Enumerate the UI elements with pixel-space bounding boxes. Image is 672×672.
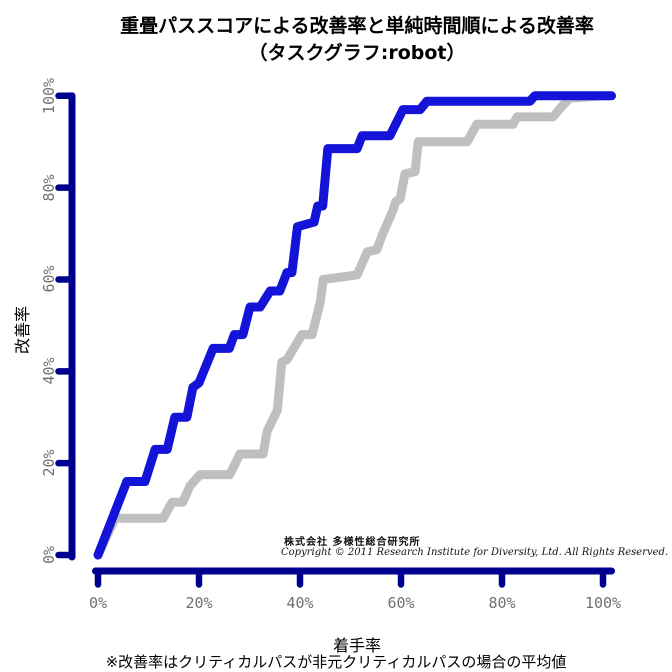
x-tick-label: 100% bbox=[584, 594, 622, 612]
y-tick-label: 60% bbox=[40, 265, 58, 294]
y-tick-label: 100% bbox=[40, 77, 58, 114]
y-tick-label: 40% bbox=[40, 357, 58, 385]
watermark-company: 株式会社 多様性総合研究所 bbox=[284, 537, 421, 548]
series-line-time-order bbox=[93, 91, 616, 560]
watermark-copyright: Copyright © 2011 Research Institute for … bbox=[281, 547, 669, 558]
footnote: ※改善率はクリティカルパスが非元クリティカルパスの場合の平均値 bbox=[105, 653, 567, 671]
x-axis-title: 着手率 bbox=[332, 636, 381, 655]
chart-title-line1: 重畳パススコアによる改善率と単純時間順による改善率 bbox=[120, 15, 594, 37]
x-tick-label: 20% bbox=[185, 594, 213, 612]
series-line-path-score bbox=[93, 91, 616, 560]
x-tick-label: 40% bbox=[286, 594, 314, 612]
y-tick-label: 20% bbox=[40, 449, 58, 477]
y-tick-label: 0% bbox=[40, 545, 58, 565]
y-tick-label: 80% bbox=[40, 174, 58, 202]
x-tick-label: 0% bbox=[88, 594, 108, 612]
x-tick-label: 60% bbox=[387, 594, 415, 612]
y-axis-title: 改善率 bbox=[13, 305, 32, 355]
chart-title-line2: （タスクグラフ:robot） bbox=[248, 42, 466, 64]
x-tick-label: 80% bbox=[488, 594, 516, 612]
chart-title: 重畳パススコアによる改善率と単純時間順による改善率 （タスクグラフ:robot） bbox=[42, 13, 672, 67]
